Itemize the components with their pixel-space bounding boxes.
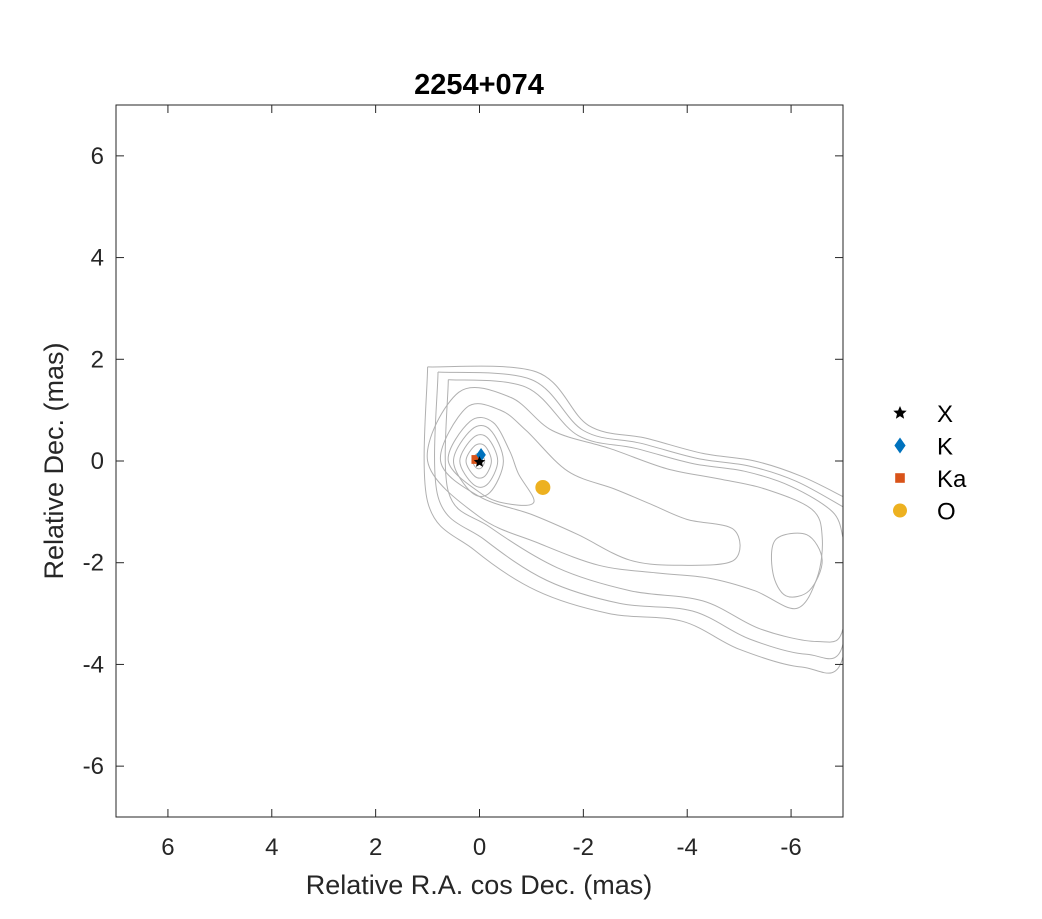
x-tick-label: -4 [677, 834, 698, 861]
contour-line [448, 379, 843, 538]
contour-line [452, 425, 504, 497]
legend: XK Ka O [893, 401, 967, 526]
plot-frame [115, 104, 844, 818]
data-markers [471, 447, 551, 495]
y-tick-label: -2 [83, 550, 104, 577]
contour-line [437, 371, 843, 508]
contour-lines [423, 365, 843, 674]
y-tick-label: 0 [91, 448, 104, 475]
contour-line [465, 443, 492, 479]
y-tick-label: 2 [91, 346, 104, 373]
y-tick-label: -4 [83, 651, 104, 678]
contour-line [440, 403, 741, 566]
y-tick-label: -6 [83, 753, 104, 780]
contour-line [459, 434, 499, 488]
contour-line [444, 379, 843, 643]
contour-line [447, 417, 535, 506]
legend-marker-ka [895, 473, 905, 483]
axis-ticks: 6 4 2 0 -2 -4 -6 -6 -4 -2 0 2 4 6 [83, 105, 843, 861]
data-point-k [476, 447, 486, 462]
contour-line [434, 371, 843, 660]
x-tick-label: 4 [265, 834, 278, 861]
legend-marker-o [893, 503, 907, 518]
legend-label-x: X [937, 401, 953, 428]
chart-title: 2254+074 [414, 69, 544, 101]
legend-label-ka: Ka [937, 466, 967, 493]
x-tick-label: 2 [369, 834, 382, 861]
y-tick-label: 6 [91, 143, 104, 170]
legend-marker-x [893, 406, 907, 419]
x-tick-label: -6 [780, 834, 801, 861]
data-point-o [535, 479, 551, 495]
legend-label-k: K [937, 434, 953, 461]
contour-line [770, 532, 823, 598]
x-tick-label: 0 [473, 834, 486, 861]
x-tick-label: -2 [573, 834, 594, 861]
legend-label-o: O [937, 499, 956, 526]
legend-marker-k [894, 437, 906, 454]
contour-line [427, 365, 843, 498]
contour-line [426, 387, 823, 610]
x-axis-title: Relative R.A. cos Dec. (mas) [306, 870, 653, 900]
data-point-x [473, 456, 486, 467]
y-axis-title: Relative Dec. (mas) [39, 342, 69, 579]
x-tick-label: 6 [161, 834, 174, 861]
contour-line [423, 366, 843, 674]
y-tick-label: 4 [91, 245, 104, 272]
data-point-ka [471, 455, 481, 464]
